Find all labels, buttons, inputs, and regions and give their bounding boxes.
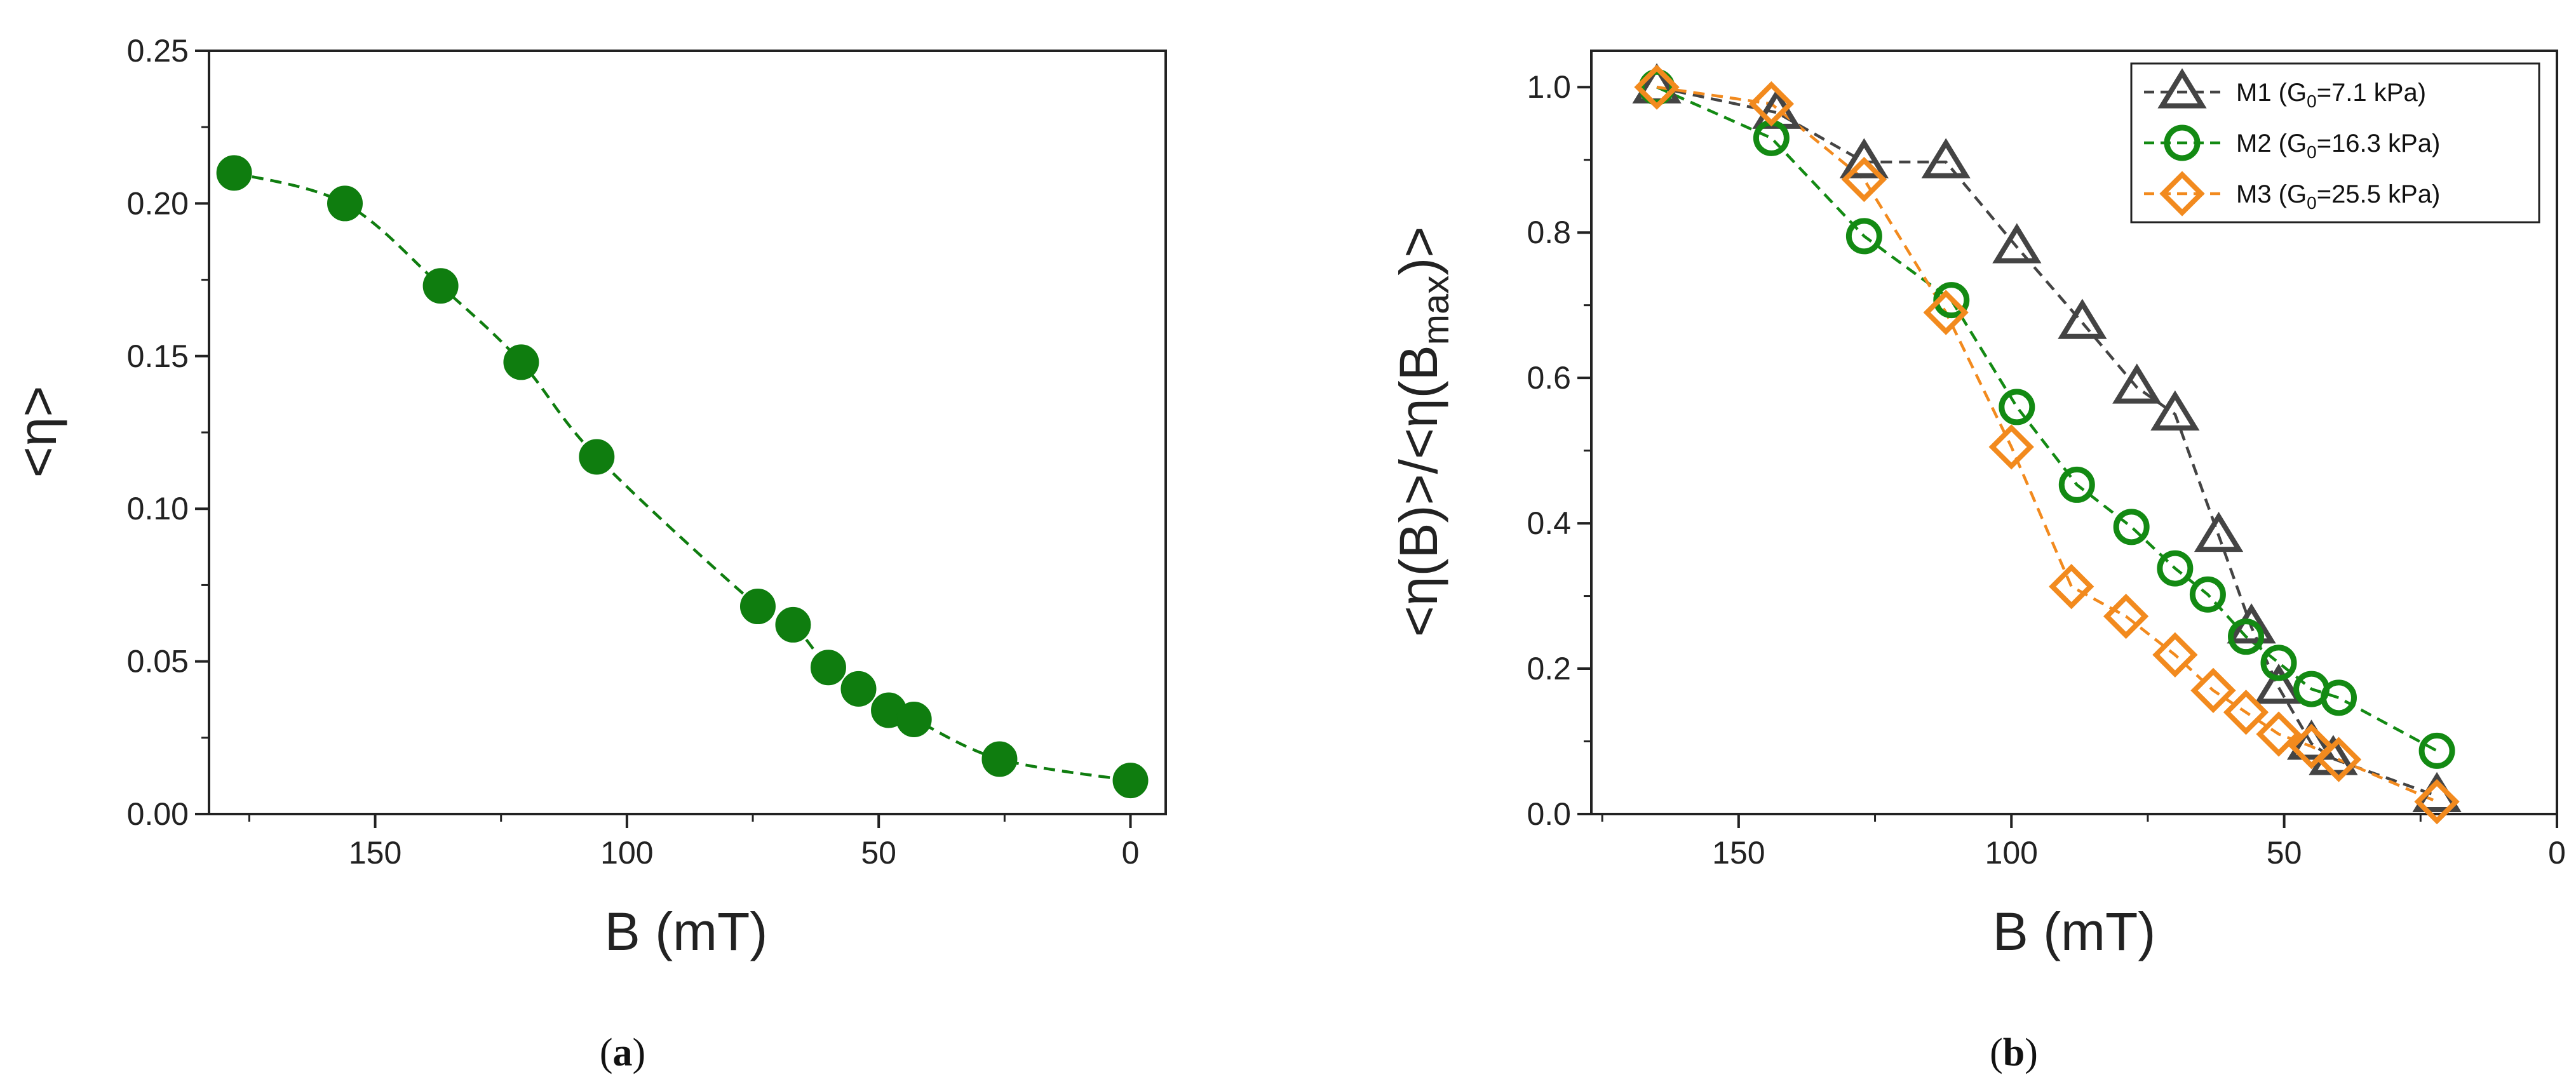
chart-b-series-0-point — [1992, 223, 2042, 264]
chart-b-series-2-point — [2152, 632, 2198, 678]
chart-a-y-tick-label: 0.10 — [127, 491, 189, 526]
chart-b-series-0-point — [1921, 138, 1971, 178]
chart-b: 0.0 0.2 0.4 0.6 0.8 1.0 150 100 50 0 <η(B)>/<η(B… — [1389, 50, 2566, 1074]
chart-b-series-2-line — [1656, 86, 2438, 803]
chart-a-y-tick-label: 0.05 — [127, 644, 189, 679]
chart-b-x-tick-label: 100 — [1985, 835, 2038, 871]
chart-b-series-0-point — [2194, 511, 2244, 552]
chart-b-legend-label-1: M2 (G0=16.3 kPa) — [2236, 130, 2440, 162]
chart-a-x-tick-label: 50 — [861, 835, 896, 871]
chart-b-series-0-point — [2150, 390, 2200, 431]
chart-b-series-2-point — [2103, 593, 2149, 639]
chart-a-y-tick-label: 0.25 — [127, 33, 189, 69]
chart-b-y-tick-label: 0.6 — [1527, 360, 1571, 396]
chart-b-legend-marker-0 — [2157, 68, 2207, 109]
chart-b-series-1-point — [1999, 389, 2035, 425]
chart-b-series-2-point — [2049, 564, 2094, 610]
chart-b-y-axis-title: <η(B)>/<η(Bmax)> — [1389, 227, 1457, 638]
chart-b-series-1-point — [1845, 218, 1882, 255]
chart-b-series-2-point — [1988, 424, 2034, 470]
chart-b-legend: M1 (G0=7.1 kPa) M2 (G0=16.3 kPa) M3 (G0=25… — [2130, 62, 2540, 224]
chart-a-panel-letter: a — [613, 1031, 633, 1074]
chart-b-series-1-point — [2260, 645, 2297, 681]
chart-b-series-0-point — [2112, 363, 2162, 404]
chart-b-y-tick-label: 0.8 — [1527, 215, 1571, 250]
chart-b-series-0-point — [1839, 138, 1889, 178]
chart-a-series-0-point — [739, 589, 776, 625]
chart-b-plot-area — [1590, 50, 2558, 815]
chart-b-series-2-point — [2190, 667, 2236, 714]
chart-a-y-tick-label: 0.20 — [127, 185, 189, 221]
chart-a-series-0-line — [234, 171, 1131, 782]
chart-a-series-0-point — [422, 268, 459, 304]
chart-b-y-tick-label: 1.0 — [1527, 69, 1571, 105]
chart-a-x-tick-label: 150 — [349, 835, 401, 871]
chart-b-series-1-point — [2418, 732, 2455, 769]
chart-a-series-0-point — [1112, 763, 1149, 799]
chart-b-series-1-point — [1638, 69, 1675, 105]
chart-a-series-0-point — [810, 650, 846, 686]
chart-b-x-tick-label: 150 — [1712, 835, 1765, 871]
chart-b-series-0-point — [2058, 298, 2107, 339]
chart-b-y-tick-label: 0.0 — [1527, 796, 1571, 832]
chart-b-x-tick-label: 50 — [2267, 835, 2302, 871]
chart-b-series-2-point — [2256, 711, 2302, 757]
chart-a-y-axis-title: <η> — [8, 386, 67, 478]
chart-a-plot-area — [208, 50, 1167, 815]
chart-a-series-0-point — [327, 185, 363, 222]
chart-a-series-0-point — [775, 606, 811, 643]
chart-b-legend-marker-2 — [2159, 171, 2205, 217]
chart-b-series-1-point — [2113, 509, 2150, 545]
chart-a-panel-label: (a) — [600, 1031, 645, 1074]
chart-b-series-1-point — [2058, 466, 2095, 503]
chart-b-y-tick-label: 0.2 — [1527, 651, 1571, 686]
chart-b-series-2-point — [2316, 737, 2362, 782]
chart-b-series-1-point — [2228, 618, 2265, 655]
chart-b-series-1-point — [2189, 576, 2226, 613]
chart-a-series-0-point — [840, 671, 877, 707]
chart-b-series-2-point — [1748, 81, 1795, 127]
chart-b-series-1-point — [2320, 679, 2357, 716]
chart-b-x-axis-title: B (mT) — [1993, 902, 2156, 961]
chart-a: 0.00 0.05 0.10 0.15 0.20 0.25 150 100 50 0 <η> B… — [8, 33, 1167, 1074]
chart-a-series-0-point — [981, 741, 1018, 777]
chart-b-series-2-point — [2223, 690, 2269, 735]
chart-a-x-tick-label: 100 — [600, 835, 653, 871]
chart-a-series-0-point — [579, 439, 615, 475]
chart-b-series-0-point — [2254, 664, 2303, 704]
chart-b-series-1-point — [2157, 550, 2194, 587]
chart-a-y-tick-label: 0.15 — [127, 338, 189, 374]
chart-b-panel-letter: b — [2003, 1031, 2025, 1074]
chart-a-x-tick-label: 0 — [1122, 835, 1140, 871]
chart-a-series-0-point — [503, 344, 539, 380]
chart-b-series-2-point — [1923, 290, 1969, 335]
chart-b-legend-marker-1 — [2164, 124, 2201, 161]
chart-b-legend-label-2: M3 (G0=25.5 kPa) — [2236, 180, 2440, 213]
chart-a-series-0-point — [216, 155, 252, 191]
chart-b-x-tick-label: 0 — [2548, 835, 2566, 871]
chart-b-y-tick-label: 0.4 — [1527, 505, 1571, 541]
chart-a-y-tick-label: 0.00 — [127, 796, 189, 832]
chart-b-series-2-point — [2414, 778, 2460, 825]
chart-b-series-2-point — [1634, 64, 1680, 110]
chart-b-legend-label-0: M1 (G0=7.1 kPa) — [2236, 79, 2426, 111]
chart-b-series-2-point — [1841, 156, 1887, 203]
chart-a-series-0-point — [896, 701, 932, 737]
chart-b-panel-label: (b) — [1990, 1031, 2038, 1074]
chart-b-series-2-point — [2288, 723, 2335, 770]
chart-a-x-axis-title: B (mT) — [605, 902, 768, 961]
